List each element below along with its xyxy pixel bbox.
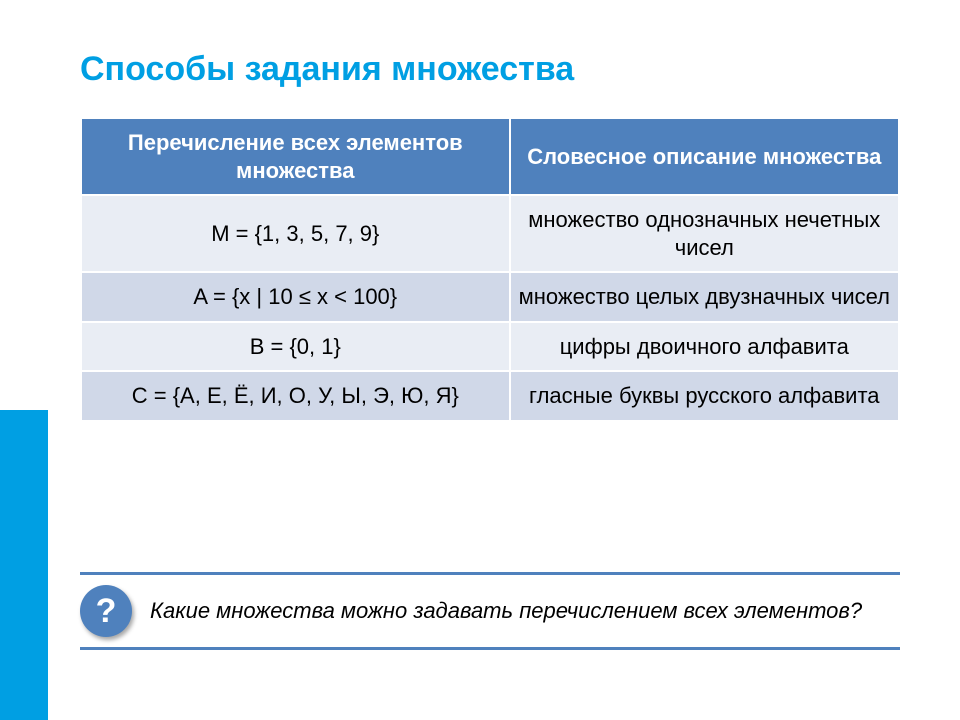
question-text: Какие множества можно задавать перечисле… bbox=[150, 597, 862, 626]
table-row: A = {x | 10 ≤ x < 100} множество целых д… bbox=[81, 272, 899, 322]
cell-description: множество однозначных нечетных чисел bbox=[510, 195, 899, 272]
left-accent-bar bbox=[0, 410, 48, 720]
table-row: B = {0, 1} цифры двоичного алфавита bbox=[81, 322, 899, 372]
table-row: M = {1, 3, 5, 7, 9} множество однозначны… bbox=[81, 195, 899, 272]
cell-enumeration: C = {А, Е, Ё, И, О, У, Ы, Э, Ю, Я} bbox=[81, 371, 510, 421]
divider-bottom bbox=[80, 647, 900, 650]
table-header-row: Перечисление всех элементов множества Сл… bbox=[81, 118, 899, 195]
cell-description: цифры двоичного алфавита bbox=[510, 322, 899, 372]
question-block: ? Какие множества можно задавать перечис… bbox=[80, 572, 900, 650]
col-header-description: Словесное описание множества bbox=[510, 118, 899, 195]
sets-table: Перечисление всех элементов множества Сл… bbox=[80, 117, 900, 422]
cell-description: множество целых двузначных чисел bbox=[510, 272, 899, 322]
slide-content: Способы задания множества Перечисление в… bbox=[0, 0, 960, 422]
col-header-enumeration: Перечисление всех элементов множества bbox=[81, 118, 510, 195]
question-row: ? Какие множества можно задавать перечис… bbox=[80, 575, 900, 647]
cell-enumeration: M = {1, 3, 5, 7, 9} bbox=[81, 195, 510, 272]
slide-title: Способы задания множества bbox=[80, 50, 900, 89]
table-row: C = {А, Е, Ё, И, О, У, Ы, Э, Ю, Я} гласн… bbox=[81, 371, 899, 421]
cell-enumeration: A = {x | 10 ≤ x < 100} bbox=[81, 272, 510, 322]
question-mark-icon: ? bbox=[80, 585, 132, 637]
cell-enumeration: B = {0, 1} bbox=[81, 322, 510, 372]
cell-description: гласные буквы русского алфавита bbox=[510, 371, 899, 421]
